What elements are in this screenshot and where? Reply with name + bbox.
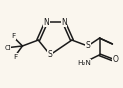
Text: F: F	[11, 33, 16, 39]
Text: S: S	[85, 41, 90, 51]
Text: F: F	[13, 54, 18, 60]
Text: Cl: Cl	[4, 45, 11, 51]
Text: N: N	[43, 18, 49, 27]
Text: S: S	[48, 50, 53, 59]
Text: H₂N: H₂N	[77, 60, 91, 66]
Text: N: N	[61, 18, 67, 27]
Text: O: O	[112, 55, 118, 64]
